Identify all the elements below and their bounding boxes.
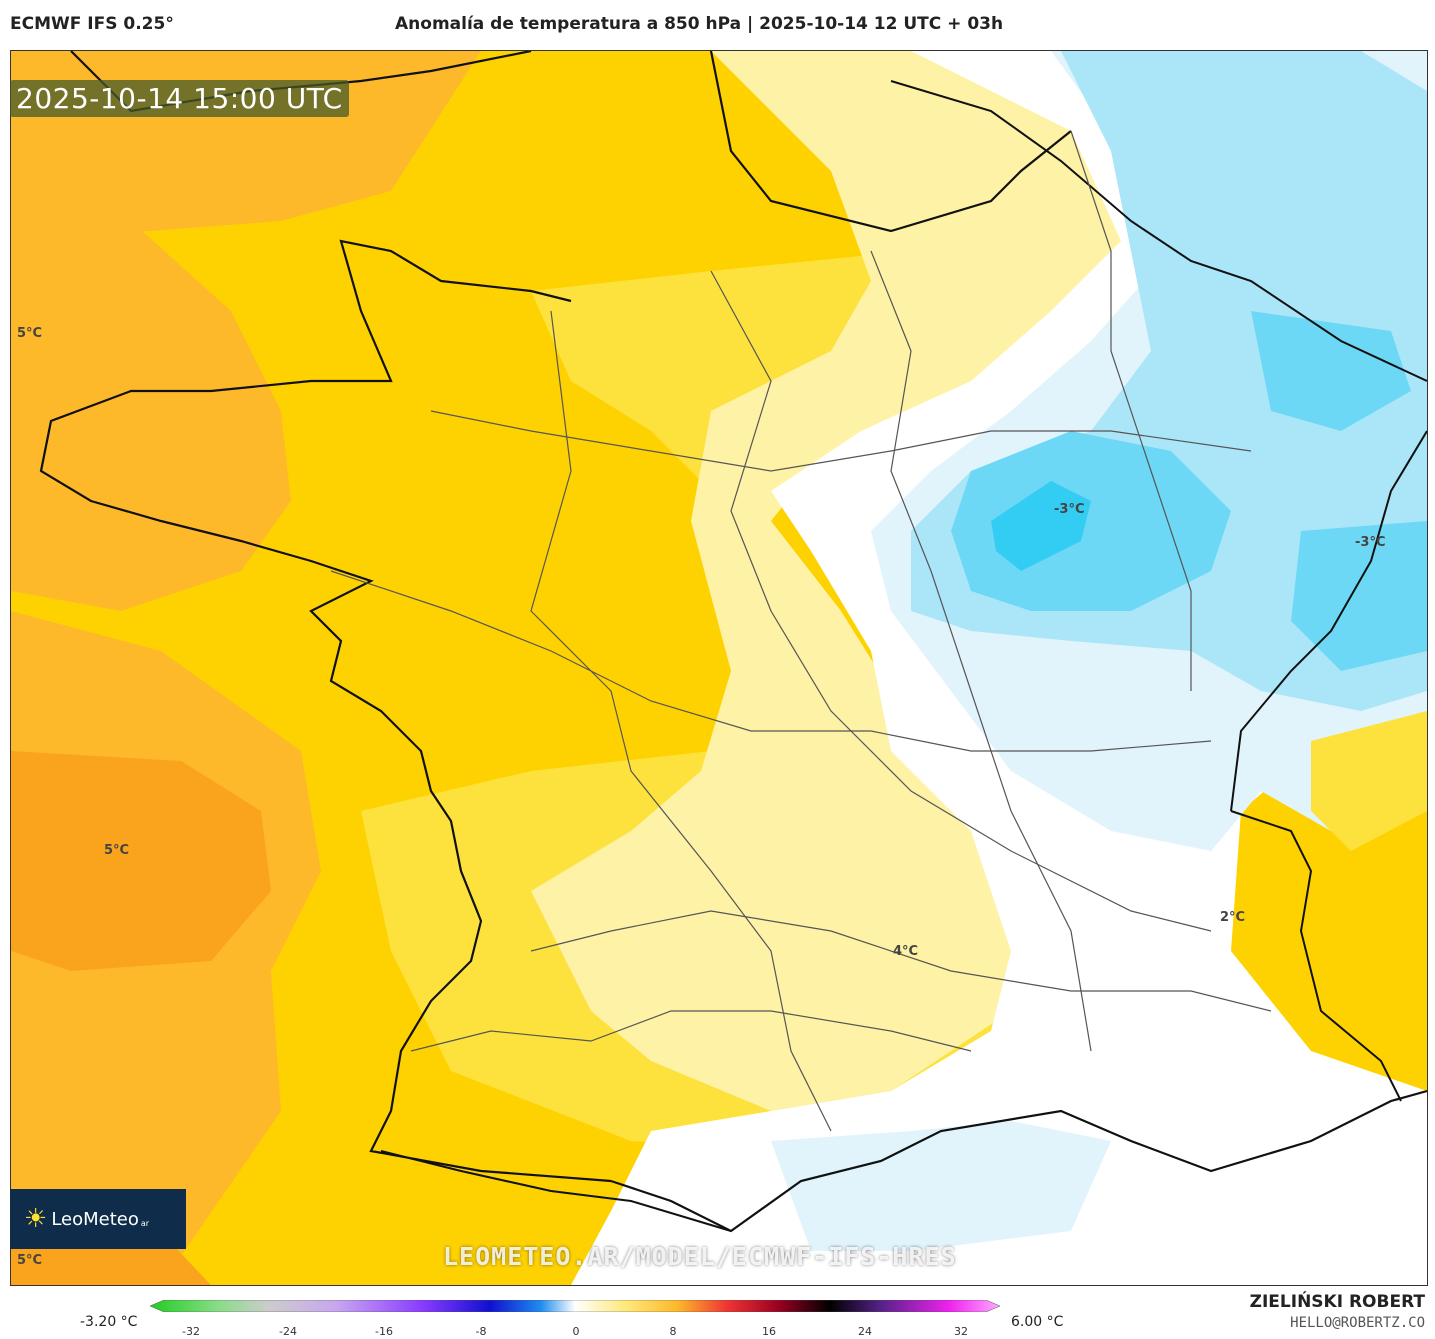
field-orange-brittany <box>11 221 291 611</box>
contour-label: 5°C <box>17 326 43 341</box>
model-name: ECMWF IFS 0.25° <box>10 14 174 34</box>
field-orange-bay <box>11 751 271 971</box>
field-pale-yellow <box>531 51 1211 1111</box>
colorbar-tick: 32 <box>954 1325 968 1338</box>
colorbar-tick: 0 <box>572 1325 580 1338</box>
colorbar-tick: 24 <box>858 1325 872 1338</box>
region-border-4 <box>430 410 1252 472</box>
map-title: Anomalía de temperatura a 850 hPa | 2025… <box>395 14 1004 34</box>
colorbar-ticks: -32 -24 -16 -8 0 8 16 24 32 <box>163 1325 968 1339</box>
colorbar-tick: 16 <box>762 1325 776 1338</box>
field-blue-ne <box>1251 311 1411 431</box>
coastline-mediterranean <box>610 1089 1427 1233</box>
contour-label: -3°C <box>1054 502 1085 517</box>
region-border-3 <box>330 570 1212 752</box>
field-blue-east <box>1291 521 1427 671</box>
field-pale-blue-south <box>771 1121 1111 1251</box>
colorbar-tick: 8 <box>669 1325 677 1338</box>
border-spain <box>380 1150 732 1232</box>
border-belgium <box>890 80 1427 382</box>
region-border-6 <box>870 250 1092 1052</box>
logo-suffix: ar <box>140 1218 150 1228</box>
colorbar-max-label: 6.00 °C <box>1011 1314 1064 1330</box>
logo-text: LeoMeteo <box>51 1208 139 1230</box>
border-germany <box>1230 430 1427 812</box>
region-border-5 <box>530 910 1272 1012</box>
author-name: ZIELIŃSKI ROBERT <box>1249 1292 1425 1312</box>
temperature-anomaly-map <box>11 51 1427 1285</box>
source-watermark: LEOMETEO.AR/MODEL/ECMWF-IFS-HRES <box>443 1242 957 1271</box>
border-italy <box>1230 810 1402 1102</box>
valid-time-label: 2025-10-14 15:00 UTC <box>10 80 349 117</box>
colorbar <box>150 1300 1000 1312</box>
contour-label: -3°C <box>1355 535 1386 550</box>
region-border-8 <box>410 1010 972 1052</box>
colorbar-min-label: -3.20 °C <box>80 1314 138 1330</box>
region-border-1 <box>530 310 832 1132</box>
colorbar-tick: -24 <box>279 1325 297 1338</box>
sun-icon: ☀ <box>24 1204 48 1234</box>
colorbar-tick: -16 <box>375 1325 393 1338</box>
contour-label: 5°C <box>17 1253 43 1268</box>
colorbar-tick: -32 <box>182 1325 200 1338</box>
field-gold-alps <box>1251 861 1321 951</box>
region-border-2 <box>710 270 1212 932</box>
author-email: HELLO@ROBERTZ.CO <box>1290 1315 1425 1331</box>
contour-label: 5°C <box>104 843 130 858</box>
colorbar-tick: -8 <box>475 1325 487 1338</box>
region-border-7 <box>1070 130 1192 691</box>
field-cyan-core <box>991 481 1091 571</box>
map-area <box>10 50 1428 1286</box>
contour-label: 4°C <box>893 944 919 959</box>
leometeo-logo: ☀ LeoMeteo ar <box>10 1189 186 1249</box>
contour-label: 2°C <box>1220 910 1246 925</box>
field-yellow-alps <box>1311 711 1427 851</box>
